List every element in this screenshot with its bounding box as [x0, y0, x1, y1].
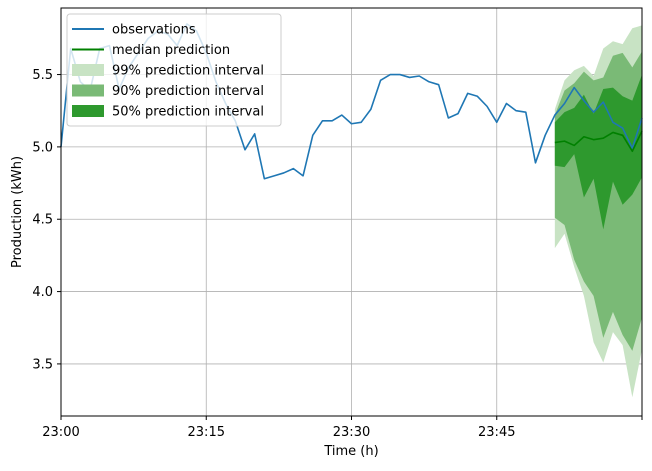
legend-label-90-interval: 90% prediction interval [112, 84, 264, 99]
legend-box [66, 13, 282, 127]
y-tick-label: 3.5 [32, 357, 53, 372]
x-tick-label: 23:30 [333, 425, 370, 440]
x-tick-label: 23:15 [188, 425, 225, 440]
y-tick-label: 5.0 [32, 140, 53, 155]
y-tick-label: 4.5 [32, 213, 53, 228]
legend-label-99-interval: 99% prediction interval [112, 64, 264, 79]
legend-label-median: median prediction [112, 43, 230, 58]
band-50-interval [554, 74, 642, 230]
legend-swatch-90-interval [72, 84, 104, 97]
legend-label-observations: observations [112, 23, 196, 38]
median-prediction-line [554, 130, 643, 153]
x-tick-label: 23:00 [42, 425, 79, 440]
legend-swatch-99-interval [72, 64, 104, 76]
legend: observations median prediction 99% predi… [66, 13, 282, 127]
legend-label-50-interval: 50% prediction interval [112, 105, 264, 120]
legend-swatch-50-interval [72, 105, 104, 117]
x-axis-ticks: 23:00 23:15 23:30 23:45 [42, 416, 643, 440]
y-tick-label: 4.0 [32, 285, 53, 300]
x-tick-label: 23:45 [478, 425, 515, 440]
y-tick-label: 5.5 [32, 68, 53, 83]
prediction-bands [554, 25, 642, 398]
x-axis-label: Time (h) [323, 444, 378, 459]
y-axis-ticks: 3.5 4.0 4.5 5.0 5.5 [32, 68, 61, 372]
y-axis-label: Production (kWh) [10, 156, 25, 268]
